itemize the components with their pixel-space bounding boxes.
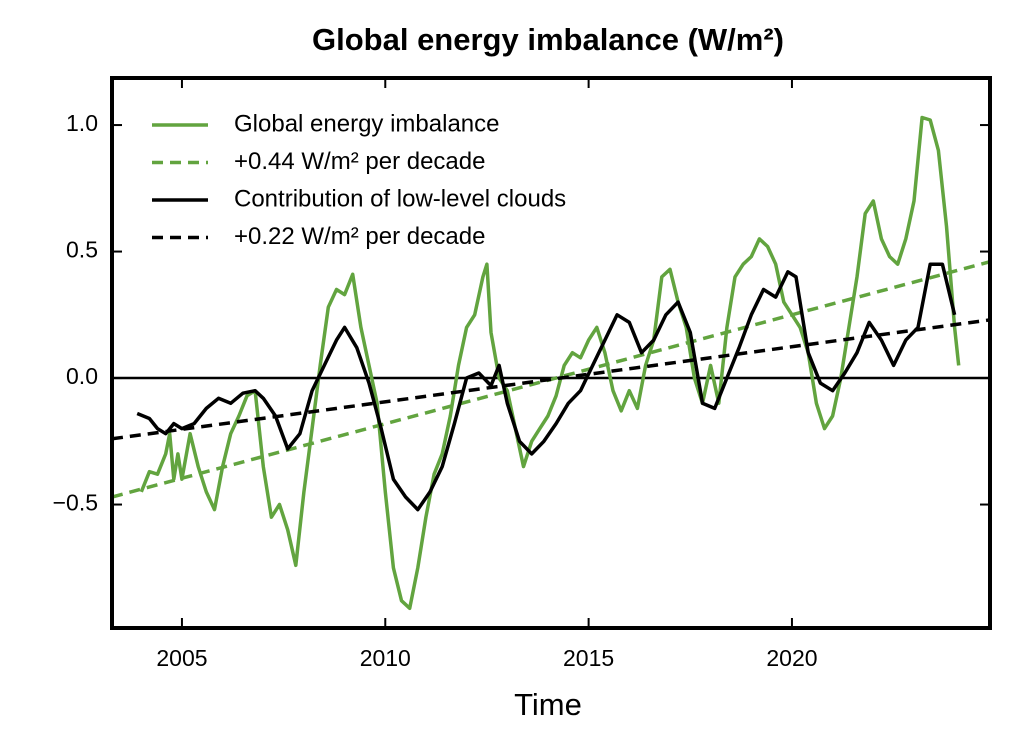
x-tick-label: 2015 xyxy=(563,645,614,671)
series-line xyxy=(112,318,990,441)
legend-label: Global energy imbalance xyxy=(234,110,500,137)
legend-label: +0.44 W/m² per decade xyxy=(234,148,485,175)
y-tick-label: 1.0 xyxy=(66,110,98,136)
x-tick-label: 2010 xyxy=(360,645,411,671)
x-axis-label: Time xyxy=(514,687,582,722)
y-tick-label: −0.5 xyxy=(53,490,98,516)
y-tick-label: 0.5 xyxy=(66,237,98,263)
y-tick-label: 0.0 xyxy=(66,363,98,389)
series-line xyxy=(112,260,990,499)
legend-label: +0.22 W/m² per decade xyxy=(234,223,485,250)
series-line xyxy=(136,262,957,512)
plot-frame xyxy=(110,76,992,630)
series-line xyxy=(139,115,961,611)
chart-title: Global energy imbalance (W/m²) xyxy=(312,22,784,57)
legend-label: Contribution of low-level clouds xyxy=(234,185,566,212)
x-tick-label: 2005 xyxy=(156,645,207,671)
x-tick-label: 2020 xyxy=(766,645,817,671)
